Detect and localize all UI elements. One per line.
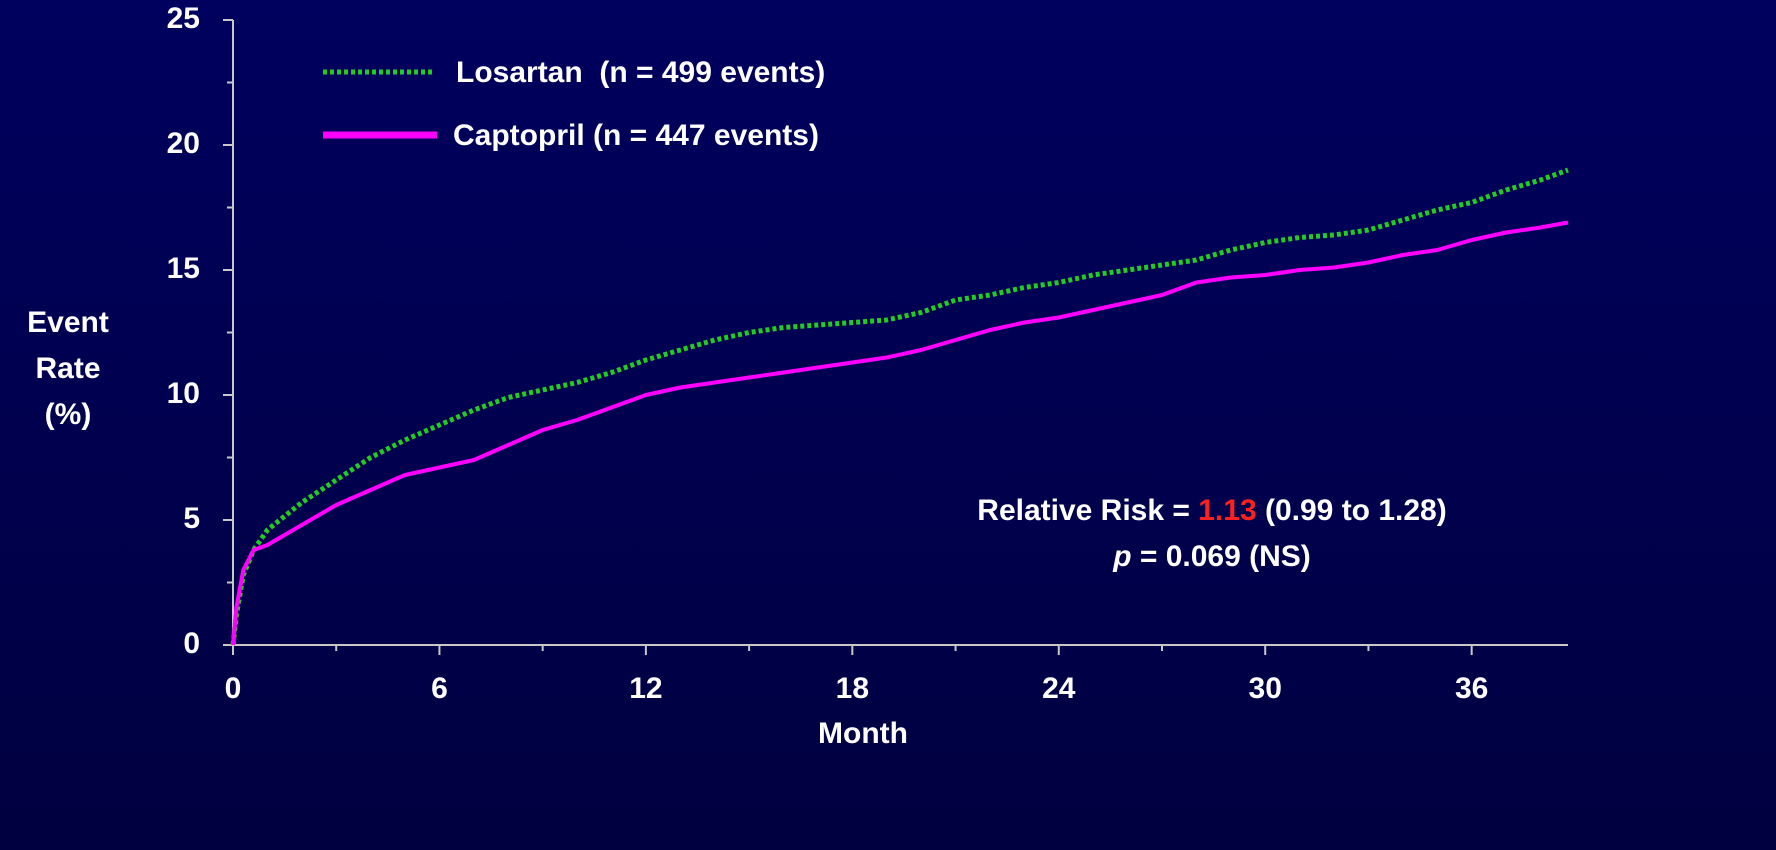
x-tick-label: 6 <box>431 672 448 705</box>
annotation: p = 0.069 (NS) <box>1112 540 1311 573</box>
y-axis-label: Event <box>27 306 109 339</box>
series-line <box>231 220 1569 646</box>
y-axis-label: (%) <box>45 398 92 431</box>
annotation-text: p <box>1112 540 1131 573</box>
y-tick-label: 5 <box>183 502 200 535</box>
legend-label: Captopril (n = 447 events) <box>453 119 819 152</box>
annotation: Relative Risk = 1.13 (0.99 to 1.28) <box>977 494 1446 527</box>
x-tick-label: 30 <box>1249 672 1282 705</box>
x-tick-label: 0 <box>225 672 242 705</box>
x-tick-label: 24 <box>1042 672 1076 705</box>
x-tick-label: 18 <box>836 672 869 705</box>
y-tick-label: 20 <box>167 127 200 160</box>
y-tick-label: 15 <box>167 252 200 285</box>
x-tick-label: 12 <box>629 672 662 705</box>
y-tick-label: 25 <box>167 2 200 35</box>
y-axis-label: Rate <box>35 352 100 385</box>
annotation-text: Relative Risk = <box>977 494 1198 527</box>
annotation-text: (0.99 to 1.28) <box>1257 494 1447 527</box>
series-line <box>230 167 1569 646</box>
y-tick-label: 10 <box>167 377 200 410</box>
x-axis-label: Month <box>818 717 908 750</box>
annotation-highlight: 1.13 <box>1198 494 1256 527</box>
annotation-text: = 0.069 (NS) <box>1132 540 1311 573</box>
y-tick-label: 0 <box>183 627 200 660</box>
x-tick-label: 36 <box>1455 672 1488 705</box>
legend-label: Losartan (n = 499 events) <box>456 56 825 89</box>
